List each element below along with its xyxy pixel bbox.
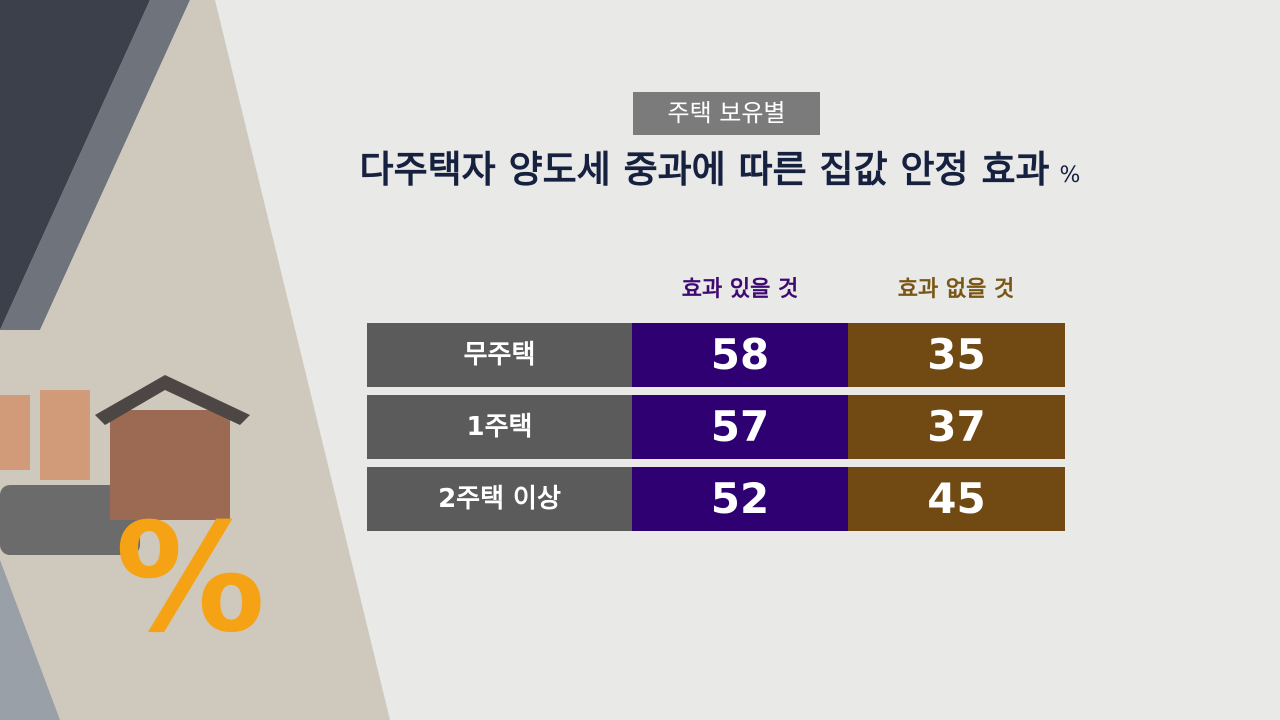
title: 다주택자 양도세 중과에 따른 집값 안정 효과% <box>230 142 1210 204</box>
calculator <box>0 485 140 555</box>
value-cell: 45 <box>848 467 1065 531</box>
decoration: % <box>0 0 390 720</box>
tag: 주택 보유별 <box>633 92 820 135</box>
value-cell: 37 <box>848 395 1065 459</box>
value-cell: 35 <box>848 323 1065 387</box>
value-cell: 52 <box>632 467 848 531</box>
unit: % <box>1059 163 1081 188</box>
coin-stack <box>40 390 90 480</box>
row-label: 무주택 <box>367 323 632 387</box>
gray-band <box>0 0 190 330</box>
row-label: 2주택 이상 <box>367 467 632 531</box>
row-label: 1주택 <box>367 395 632 459</box>
house-roof <box>95 375 250 425</box>
column-header: 효과 없을 것 <box>897 277 1015 302</box>
title-text: 다주택자 양도세 중과에 따른 집값 안정 효과 <box>359 148 1050 191</box>
value-cell: 58 <box>632 323 848 387</box>
value-cell: 57 <box>632 395 848 459</box>
house-wall <box>110 410 230 520</box>
column-header: 효과 있을 것 <box>681 277 799 302</box>
corner-band <box>0 560 60 720</box>
percent-icon: % <box>115 492 265 666</box>
coin-stack <box>0 395 30 470</box>
